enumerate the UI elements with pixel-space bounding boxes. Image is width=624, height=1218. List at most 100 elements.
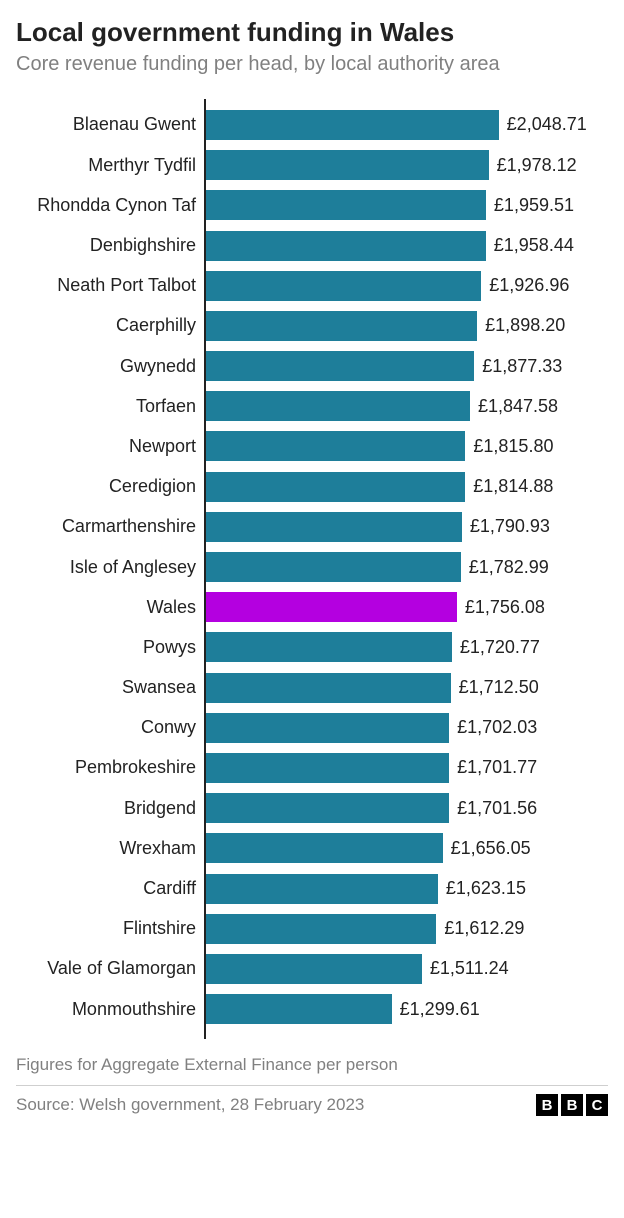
category-label: Ceredigion [18, 476, 206, 497]
chart-row: Denbighshire£1,958.44 [206, 225, 608, 265]
category-label: Caerphilly [18, 315, 206, 336]
chart-row: Merthyr Tydfil£1,978.12 [206, 145, 608, 185]
category-label: Powys [18, 637, 206, 658]
category-label: Swansea [18, 677, 206, 698]
bar [206, 190, 486, 220]
chart-row: Torfaen£1,847.58 [206, 386, 608, 426]
value-label: £1,958.44 [486, 235, 574, 256]
chart-subtitle: Core revenue funding per head, by local … [16, 52, 608, 77]
source-row: Source: Welsh government, 28 February 20… [16, 1094, 608, 1116]
bar [206, 673, 451, 703]
chart-row: Neath Port Talbot£1,926.96 [206, 266, 608, 306]
value-label: £1,756.08 [457, 597, 545, 618]
bar [206, 391, 470, 421]
value-label: £1,511.24 [422, 958, 509, 979]
value-label: £1,299.61 [392, 999, 480, 1020]
category-label: Merthyr Tydfil [18, 155, 206, 176]
chart-row: Newport£1,815.80 [206, 426, 608, 466]
chart-row: Gwynedd£1,877.33 [206, 346, 608, 386]
category-label: Wrexham [18, 838, 206, 859]
chart-row: Caerphilly£1,898.20 [206, 306, 608, 346]
bar [206, 874, 438, 904]
value-label: £1,720.77 [452, 637, 540, 658]
value-label: £1,815.80 [465, 436, 553, 457]
value-label: £1,978.12 [489, 155, 577, 176]
value-label: £1,782.99 [461, 557, 549, 578]
chart-row: Flintshire£1,612.29 [206, 909, 608, 949]
category-label: Carmarthenshire [18, 516, 206, 537]
chart-title: Local government funding in Wales [16, 18, 608, 48]
value-label: £1,612.29 [436, 918, 524, 939]
category-label: Wales [18, 597, 206, 618]
category-label: Neath Port Talbot [18, 275, 206, 296]
category-label: Vale of Glamorgan [18, 958, 206, 979]
value-label: £1,959.51 [486, 195, 574, 216]
category-label: Newport [18, 436, 206, 457]
bar [206, 914, 436, 944]
value-label: £1,790.93 [462, 516, 550, 537]
category-label: Rhondda Cynon Taf [18, 195, 206, 216]
chart-row: Isle of Anglesey£1,782.99 [206, 547, 608, 587]
chart-row: Wales£1,756.08 [206, 587, 608, 627]
category-label: Isle of Anglesey [18, 557, 206, 578]
bar [206, 753, 449, 783]
bar [206, 954, 422, 984]
bar [206, 632, 452, 662]
category-label: Blaenau Gwent [18, 114, 206, 135]
bar [206, 512, 462, 542]
category-label: Conwy [18, 717, 206, 738]
bar [206, 994, 392, 1024]
value-label: £1,847.58 [470, 396, 558, 417]
bar [206, 311, 477, 341]
bar [206, 592, 457, 622]
bbc-logo-letter: B [561, 1094, 583, 1116]
chart-footnote: Figures for Aggregate External Finance p… [16, 1055, 608, 1086]
category-label: Denbighshire [18, 235, 206, 256]
value-label: £2,048.71 [499, 114, 587, 135]
chart-row: Swansea£1,712.50 [206, 668, 608, 708]
bar [206, 231, 486, 261]
bar [206, 833, 443, 863]
bar [206, 431, 465, 461]
chart-row: Monmouthshire£1,299.61 [206, 989, 608, 1029]
chart-row: Carmarthenshire£1,790.93 [206, 507, 608, 547]
bbc-logo-letter: B [536, 1094, 558, 1116]
chart-row: Ceredigion£1,814.88 [206, 467, 608, 507]
chart-row: Conwy£1,702.03 [206, 708, 608, 748]
value-label: £1,814.88 [465, 476, 553, 497]
value-label: £1,702.03 [449, 717, 537, 738]
chart-row: Rhondda Cynon Taf£1,959.51 [206, 185, 608, 225]
chart-row: Cardiff£1,623.15 [206, 868, 608, 908]
value-label: £1,712.50 [451, 677, 539, 698]
bar-chart: Blaenau Gwent£2,048.71Merthyr Tydfil£1,9… [204, 99, 608, 1039]
category-label: Monmouthshire [18, 999, 206, 1020]
chart-source: Source: Welsh government, 28 February 20… [16, 1095, 364, 1115]
bar [206, 150, 489, 180]
category-label: Torfaen [18, 396, 206, 417]
chart-row: Pembrokeshire£1,701.77 [206, 748, 608, 788]
bar [206, 351, 474, 381]
bbc-logo: B B C [536, 1094, 608, 1116]
bar [206, 552, 461, 582]
bar [206, 793, 449, 823]
value-label: £1,926.96 [481, 275, 569, 296]
bar [206, 472, 465, 502]
value-label: £1,877.33 [474, 356, 562, 377]
category-label: Gwynedd [18, 356, 206, 377]
value-label: £1,898.20 [477, 315, 565, 336]
chart-row: Blaenau Gwent£2,048.71 [206, 105, 608, 145]
category-label: Bridgend [18, 798, 206, 819]
bar [206, 713, 449, 743]
value-label: £1,623.15 [438, 878, 526, 899]
bar [206, 110, 499, 140]
value-label: £1,656.05 [443, 838, 531, 859]
category-label: Cardiff [18, 878, 206, 899]
bar [206, 271, 481, 301]
bbc-logo-letter: C [586, 1094, 608, 1116]
value-label: £1,701.56 [449, 798, 537, 819]
chart-row: Wrexham£1,656.05 [206, 828, 608, 868]
chart-row: Bridgend£1,701.56 [206, 788, 608, 828]
category-label: Flintshire [18, 918, 206, 939]
chart-row: Vale of Glamorgan£1,511.24 [206, 949, 608, 989]
value-label: £1,701.77 [449, 757, 537, 778]
